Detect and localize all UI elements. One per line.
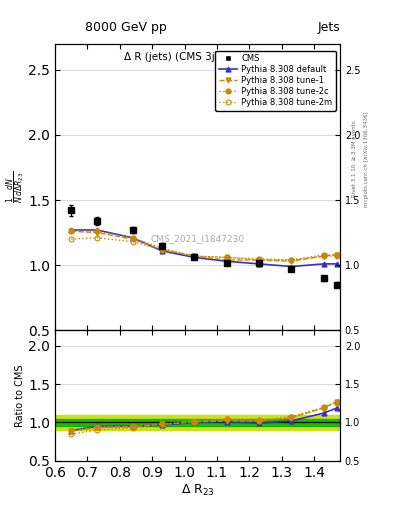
- Text: Rivet 3.1.10, ≥ 3.3M events: Rivet 3.1.10, ≥ 3.3M events: [352, 120, 357, 197]
- Text: Jets: Jets: [317, 22, 340, 34]
- Y-axis label: Ratio to CMS: Ratio to CMS: [15, 365, 26, 427]
- Text: 8000 GeV pp: 8000 GeV pp: [85, 22, 167, 34]
- Legend: CMS, Pythia 8.308 default, Pythia 8.308 tune-1, Pythia 8.308 tune-2c, Pythia 8.3: CMS, Pythia 8.308 default, Pythia 8.308 …: [215, 51, 336, 111]
- Text: mcplots.cern.ch [arXiv:1306.3436]: mcplots.cern.ch [arXiv:1306.3436]: [364, 111, 369, 206]
- X-axis label: Δ R$_{23}$: Δ R$_{23}$: [181, 482, 214, 498]
- Text: Δ R (jets) (CMS 3j and Z+2j): Δ R (jets) (CMS 3j and Z+2j): [124, 52, 271, 62]
- Text: CMS_2021_I1847230: CMS_2021_I1847230: [151, 234, 244, 243]
- Y-axis label: $\frac{1}{N}\frac{dN}{d\Delta R_{23}}$: $\frac{1}{N}\frac{dN}{d\Delta R_{23}}$: [4, 171, 27, 203]
